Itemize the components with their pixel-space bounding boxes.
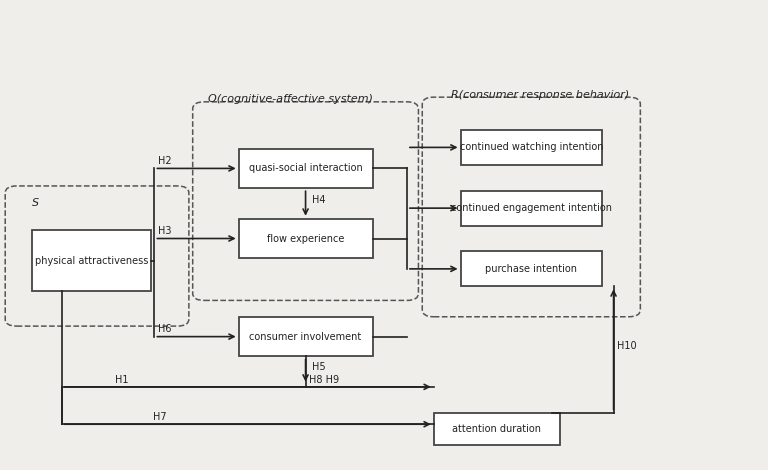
Text: H1: H1: [115, 375, 129, 385]
Text: H8 H9: H8 H9: [310, 375, 339, 385]
Text: continued watching intention: continued watching intention: [459, 142, 603, 152]
FancyBboxPatch shape: [461, 251, 602, 286]
FancyBboxPatch shape: [239, 219, 372, 258]
Text: H10: H10: [617, 342, 637, 352]
FancyBboxPatch shape: [32, 230, 151, 291]
Text: H5: H5: [312, 362, 326, 373]
FancyBboxPatch shape: [461, 191, 602, 226]
Text: H6: H6: [158, 324, 172, 334]
Text: continued engagement intention: continued engagement intention: [451, 203, 612, 213]
FancyBboxPatch shape: [461, 130, 602, 165]
Text: H2: H2: [158, 156, 172, 166]
Text: H3: H3: [158, 226, 172, 236]
Text: R(consumer response behavior): R(consumer response behavior): [451, 89, 629, 100]
Text: consumer involvement: consumer involvement: [250, 332, 362, 342]
Text: purchase intention: purchase intention: [485, 264, 578, 274]
Text: attention duration: attention duration: [452, 424, 541, 434]
Text: H7: H7: [154, 413, 167, 423]
Text: physical attractiveness: physical attractiveness: [35, 256, 148, 266]
FancyBboxPatch shape: [434, 413, 560, 445]
FancyBboxPatch shape: [239, 149, 372, 188]
FancyBboxPatch shape: [239, 317, 372, 356]
Text: H4: H4: [312, 196, 325, 205]
Text: quasi-social interaction: quasi-social interaction: [249, 164, 362, 173]
Text: flow experience: flow experience: [266, 234, 344, 243]
Text: S: S: [32, 197, 39, 208]
Text: O(cognitive-affective system): O(cognitive-affective system): [208, 94, 373, 104]
